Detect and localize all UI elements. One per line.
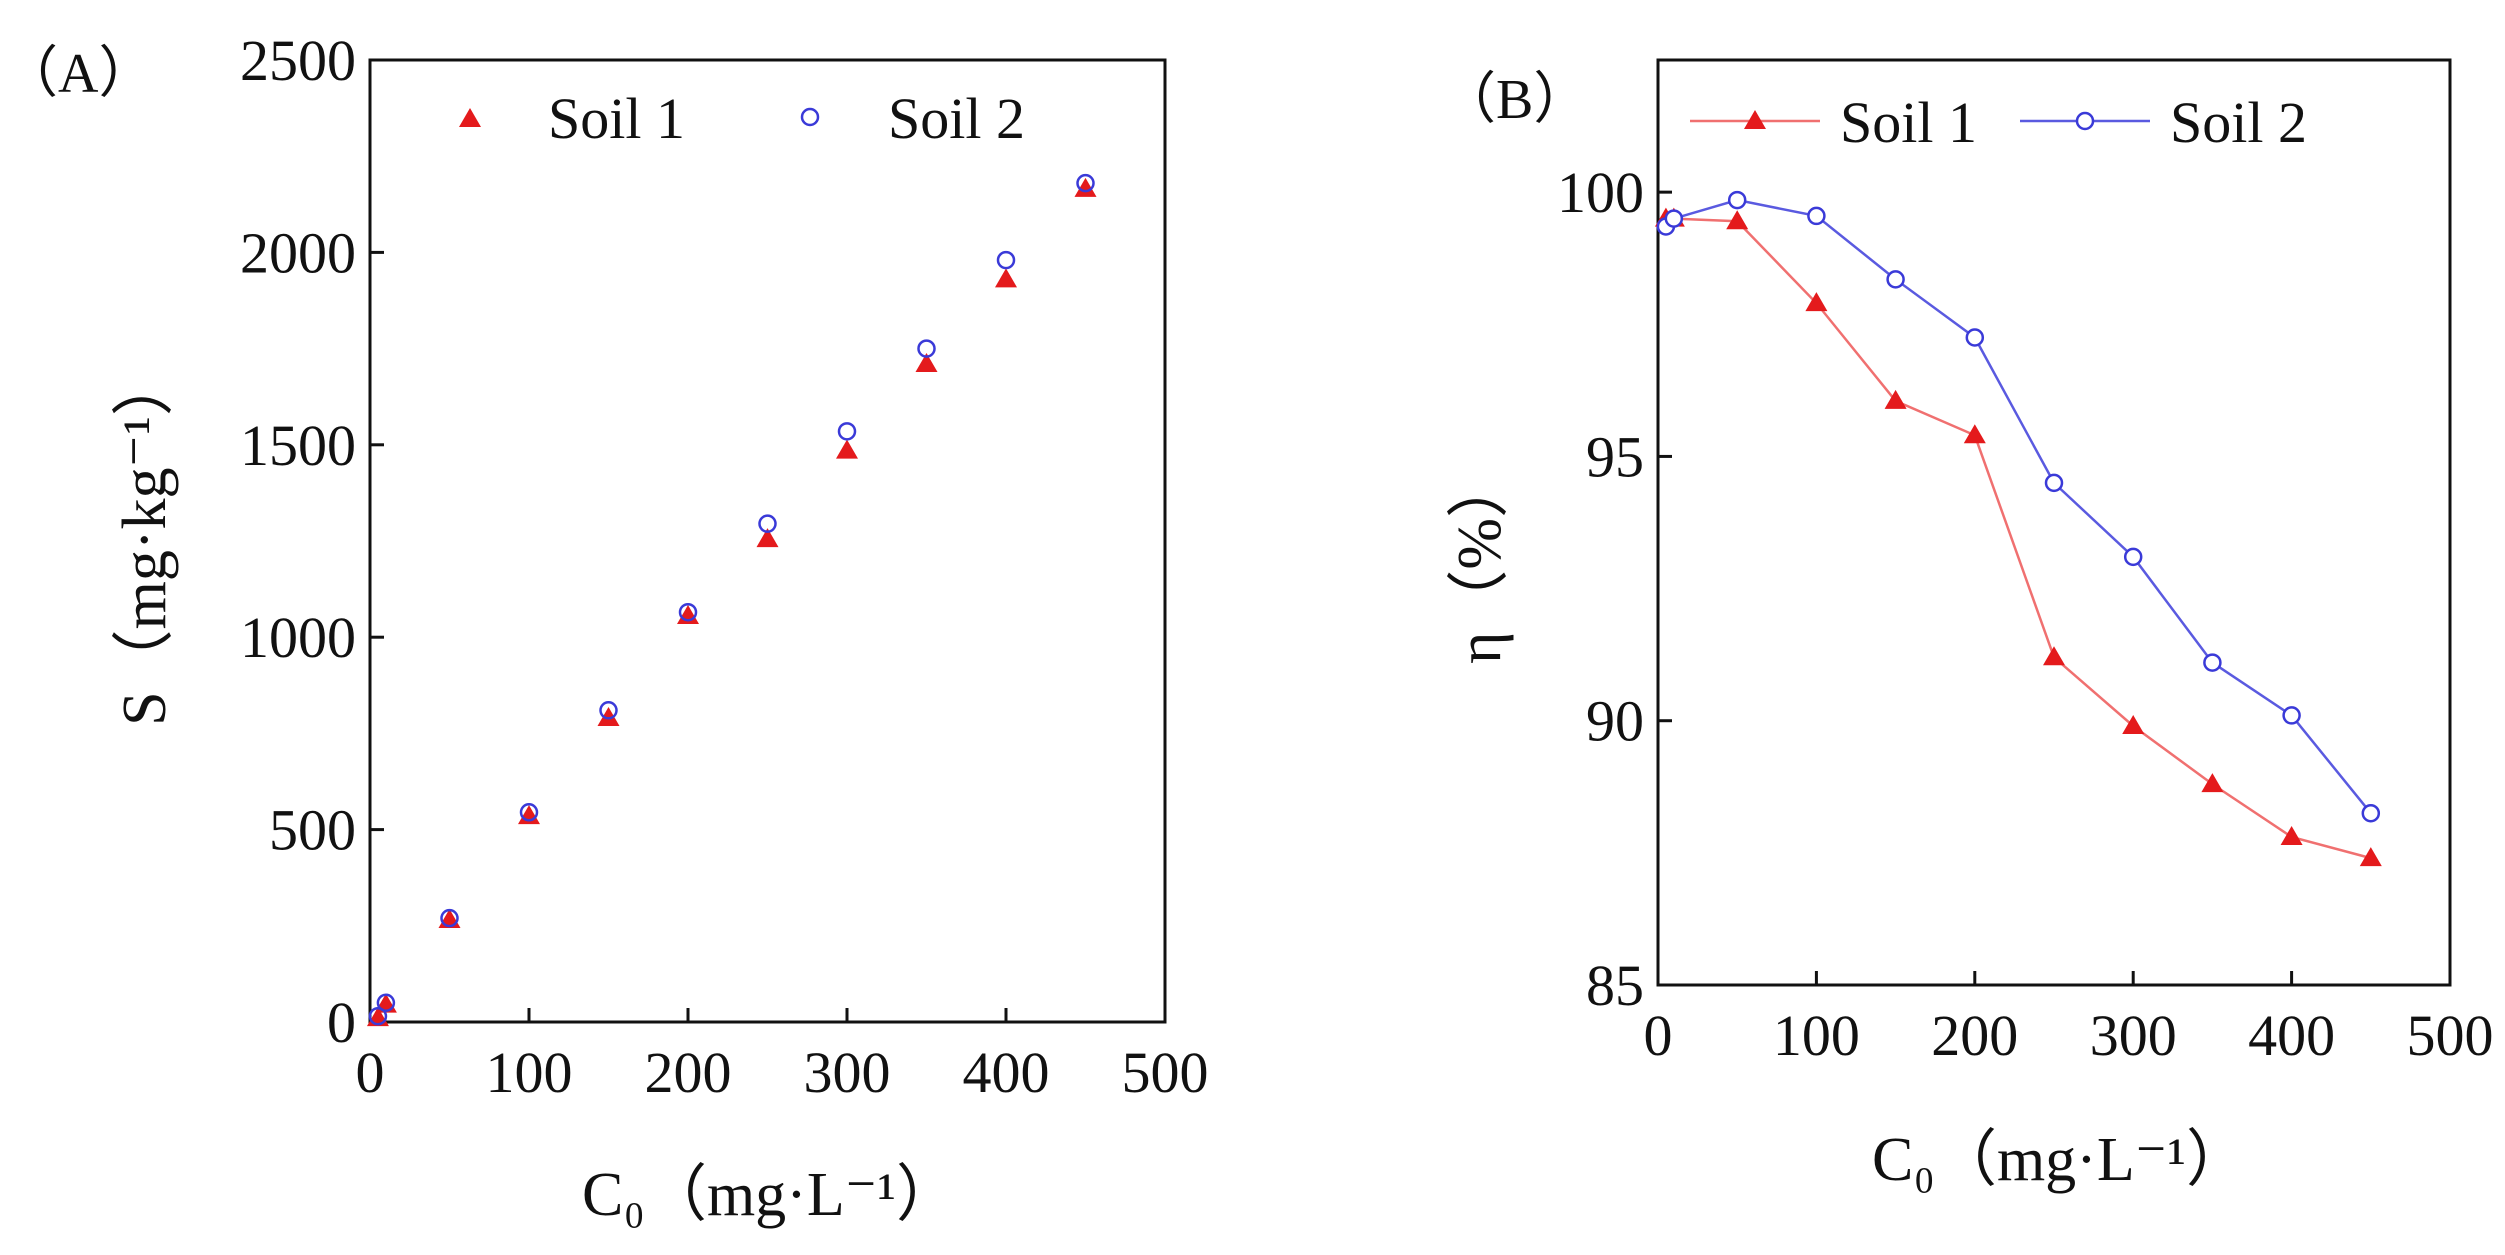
panel-b-y-tick-label: 90: [1586, 689, 1644, 754]
panel-b-soil1-point: [2043, 646, 2065, 666]
panel-b-x-tick-label: 200: [1931, 1003, 2018, 1068]
panel-b-soil2-point: [1807, 206, 1826, 226]
panel-b-y-ticks: 85 90 95 100: [1557, 160, 1672, 1018]
panel-a-soil1-point: [836, 439, 858, 459]
panel-a-soil1-point: [756, 528, 779, 548]
panel-b-soil2-line: [1665, 198, 2372, 815]
panel-a-soil2-point: [519, 803, 539, 822]
panel-a-soil1-point: [1074, 177, 1097, 197]
panel-b-soil1-line: [1665, 217, 2372, 860]
panel-b-soil1-point: [1884, 389, 1907, 409]
panel-a-x-tick-label: 300: [804, 1040, 891, 1105]
panel-a-label: （A）: [2, 43, 154, 105]
panel-b-soil1-point: [2122, 715, 2145, 734]
panel-a-soil2-point: [678, 602, 698, 622]
panel-b-y-axis-title: η（%）: [1446, 456, 1514, 664]
panel-b-soil2-point: [1727, 190, 1747, 210]
panel-b-x-tick-label: 0: [1644, 1003, 1673, 1068]
panel-a-scatter-chart: （A） 0 100 200 300 400 500 0 500 1000 1500 2000 250…: [2, 28, 1209, 1229]
panel-a-legend-soil1-label: Soil 1: [548, 86, 685, 151]
panel-b-soil2-point: [2044, 473, 2064, 493]
panel-b-soil1-point: [2280, 826, 2303, 845]
panel-a-y-tick-label: 500: [269, 798, 356, 863]
panel-b-data-marks: [1654, 190, 2382, 867]
panel-b-y-tick-label: 100: [1557, 160, 1644, 225]
panel-a-y-tick-label: 1000: [240, 605, 356, 670]
panel-b-y-tick-label: 85: [1586, 953, 1644, 1018]
panel-a-soil2-point: [599, 701, 618, 720]
panel-a-soil1-point: [995, 268, 1017, 288]
panel-b-soil1-point: [1726, 210, 1749, 230]
panel-a-x-tick-label: 100: [486, 1040, 573, 1105]
panel-a-y-tick-label: 2500: [240, 28, 356, 93]
panel-a-y-axis-title: S（mg·kg⁻¹）: [111, 354, 179, 726]
panel-a-legend-soil2-label: Soil 2: [888, 86, 1025, 151]
panel-b-x-tick-label: 500: [2407, 1003, 2494, 1068]
panel-b-x-axis-title: C₀（mg·L⁻¹）: [1872, 1126, 2248, 1194]
panel-a-soil2-point: [758, 514, 777, 533]
panel-b-legend: Soil 1 Soil 2: [1690, 90, 2307, 155]
panel-a-soil2-point: [368, 1006, 388, 1026]
panel-b-x-ticks: 0 100 200 300 400 500: [1644, 971, 2494, 1068]
panel-a-x-axis-title: C₀（mg·L⁻¹）: [582, 1161, 958, 1229]
panel-a-x-ticks: 0 100 200 300 400 500: [356, 1008, 1209, 1105]
panel-a-soil2-point: [1076, 173, 1095, 193]
panel-b-x-tick-label: 100: [1773, 1003, 1860, 1068]
panel-b-x-tick-label: 400: [2248, 1003, 2335, 1068]
panel-b-legend-soil2-marker: [2075, 111, 2095, 131]
panel-a-y-tick-label: 1500: [240, 413, 356, 478]
panel-b-label: （B）: [1440, 69, 1589, 131]
panel-a-soil1-point: [915, 352, 938, 372]
panel-b-legend-soil1-label: Soil 1: [1840, 90, 1977, 155]
panel-b-line-chart: （B） 0 100 200 300 400 500 85 90 95 100 Soil 1 So…: [1440, 58, 2494, 1194]
panel-a-soil2-point: [376, 993, 396, 1013]
panel-b-soil2-point: [2282, 706, 2301, 725]
panel-b-soil2-point: [2123, 547, 2143, 567]
panel-a-soil2-point: [917, 339, 936, 358]
panel-a-y-tick-label: 2000: [240, 220, 356, 285]
panel-b-plot-frame: [1656, 58, 2452, 987]
panel-b-soil2-point: [2361, 803, 2381, 823]
panel-b-x-tick-label: 300: [2090, 1003, 2177, 1068]
panel-a-soil2-point: [996, 250, 1016, 270]
panel-a-plot-frame: [368, 58, 1167, 1024]
panel-a-data-marks: [366, 173, 1097, 1027]
panel-a-x-tick-label: 0: [356, 1040, 385, 1105]
panel-a-legend: Soil 1 Soil 2: [459, 86, 1025, 151]
panel-b-y-tick-label: 95: [1586, 424, 1644, 489]
panel-a-y-tick-label: 0: [327, 990, 356, 1055]
panel-b-soil1-point: [1805, 292, 1828, 312]
panel-b-legend-soil1-marker: [1744, 110, 1766, 129]
panel-b-soil1-point: [2201, 773, 2224, 793]
panel-b-soil2-point: [1664, 209, 1684, 228]
panel-a-soil1-point: [597, 707, 620, 727]
panel-a-x-tick-label: 200: [645, 1040, 732, 1105]
panel-a-soil2-point: [837, 422, 857, 441]
panel-a-legend-soil2-marker: [800, 107, 820, 127]
panel-a-y-ticks: 0 500 1000 1500 2000 2500: [240, 28, 384, 1055]
panel-b-soil1-point: [1963, 424, 1986, 444]
panel-a-legend-soil1-marker: [459, 108, 481, 127]
panel-a-x-tick-label: 500: [1122, 1040, 1209, 1105]
panel-b-soil2-point: [1965, 328, 1985, 347]
panel-a-soil2-point: [440, 908, 459, 928]
panel-b-soil1-point: [2359, 847, 2382, 867]
panel-b-soil2-point: [2203, 653, 2222, 672]
panel-b-legend-soil2-label: Soil 2: [2170, 90, 2307, 155]
panel-b-soil2-point: [1886, 270, 1905, 289]
panel-a-x-tick-label: 400: [963, 1040, 1050, 1105]
